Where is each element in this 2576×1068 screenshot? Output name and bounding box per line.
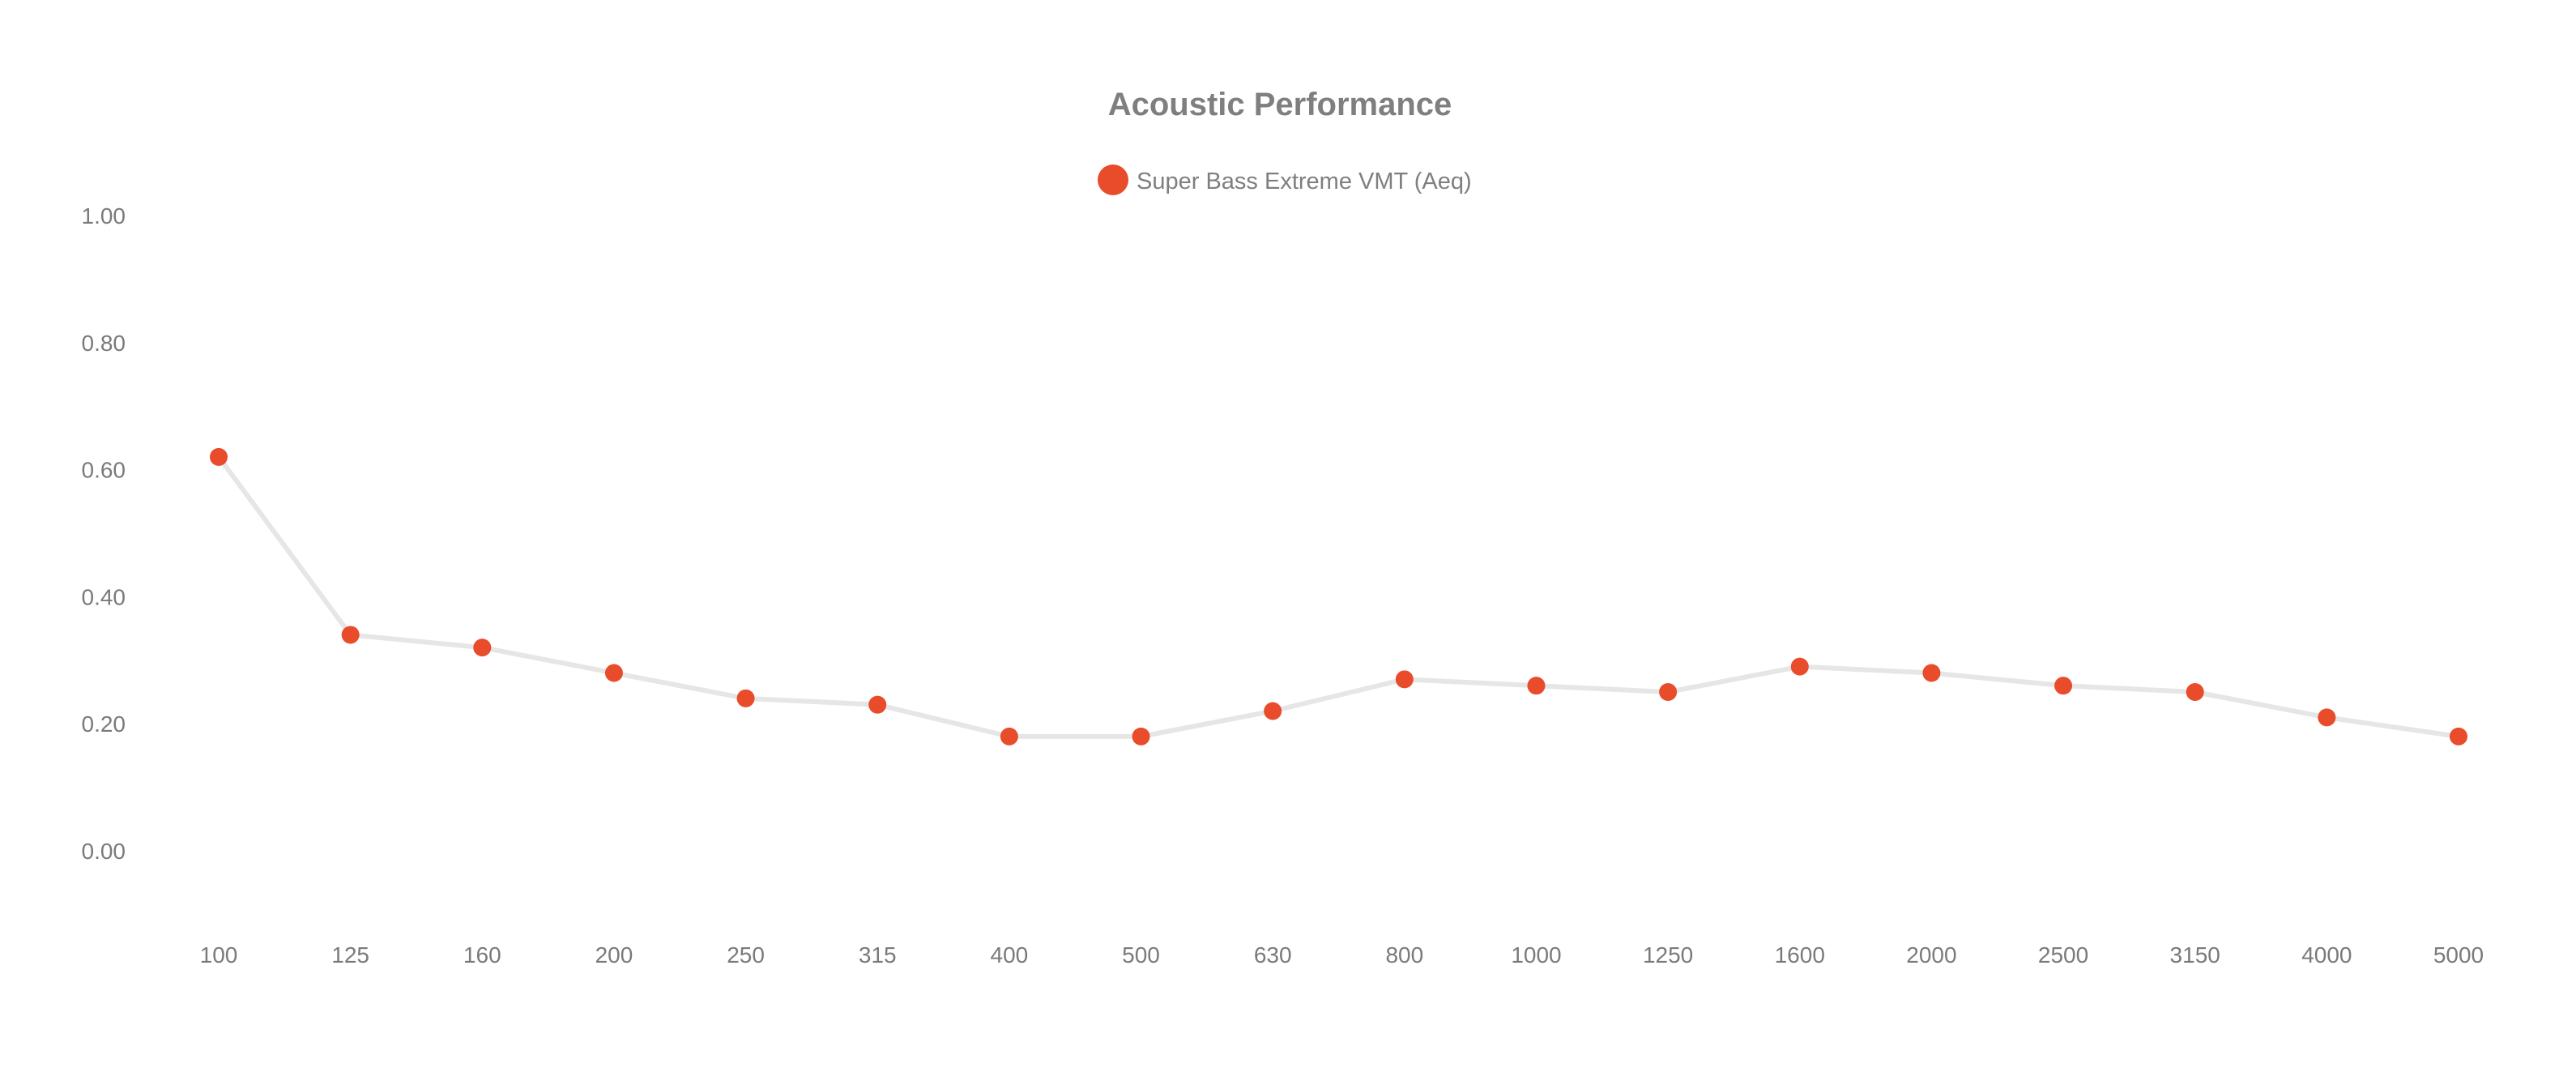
data-point[interactable] (2186, 683, 2204, 701)
x-tick-label: 1600 (1775, 942, 1825, 968)
data-point[interactable] (1132, 727, 1150, 745)
series-layer (210, 447, 2467, 745)
y-tick-label: 0.00 (82, 839, 126, 864)
data-point[interactable] (1659, 683, 1678, 701)
x-tick-label: 400 (991, 942, 1029, 968)
x-tick-label: 250 (727, 942, 765, 968)
data-point[interactable] (736, 689, 755, 707)
data-point[interactable] (341, 626, 360, 644)
data-point[interactable] (210, 447, 228, 466)
x-tick-label: 200 (595, 942, 633, 968)
data-point[interactable] (2450, 727, 2467, 745)
x-tick-label: 630 (1254, 942, 1292, 968)
x-tick-label: 800 (1385, 942, 1423, 968)
x-tick-label: 125 (331, 942, 369, 968)
data-point[interactable] (1000, 727, 1018, 745)
y-tick-label: 0.40 (82, 584, 126, 609)
data-point[interactable] (1922, 664, 1941, 682)
y-tick-label: 0.20 (82, 711, 126, 737)
data-point[interactable] (1264, 702, 1282, 720)
data-point[interactable] (868, 695, 887, 714)
data-point[interactable] (604, 664, 623, 682)
x-tick-label: 5000 (2433, 942, 2484, 968)
x-tick-label: 315 (859, 942, 897, 968)
x-tick-label: 500 (1122, 942, 1160, 968)
data-point[interactable] (473, 639, 492, 657)
x-tick-label: 4000 (2301, 942, 2352, 968)
data-point[interactable] (1790, 657, 1809, 676)
y-tick-label: 0.60 (82, 458, 126, 483)
x-tick-label: 100 (200, 942, 238, 968)
legend[interactable]: Super Bass Extreme VMT (Aeq) (1098, 164, 1472, 195)
chart-title: Acoustic Performance (1108, 87, 1452, 122)
legend-marker (1098, 164, 1128, 195)
data-point[interactable] (2054, 677, 2073, 695)
x-tick-label: 1000 (1511, 942, 1561, 968)
y-tick-label: 0.80 (82, 331, 126, 356)
y-tick-label: 1.00 (82, 203, 126, 229)
x-tick-label: 160 (463, 942, 501, 968)
x-tick-label: 3150 (2170, 942, 2220, 968)
data-point[interactable] (1527, 677, 1546, 695)
x-axis: 100 125 160 200 250 315 400 500 630 800 1000 1250 16… (200, 942, 2484, 968)
legend-label: Super Bass Extreme VMT (Aeq) (1137, 169, 1472, 194)
data-point[interactable] (2318, 708, 2336, 727)
data-point[interactable] (1395, 670, 1414, 689)
y-axis: 1.00 0.80 0.60 0.40 0.20 0.00 (82, 203, 126, 864)
series-line (216, 455, 2459, 739)
x-tick-label: 1250 (1643, 942, 1693, 968)
x-tick-label: 2500 (2038, 942, 2088, 968)
x-tick-label: 2000 (1906, 942, 1956, 968)
